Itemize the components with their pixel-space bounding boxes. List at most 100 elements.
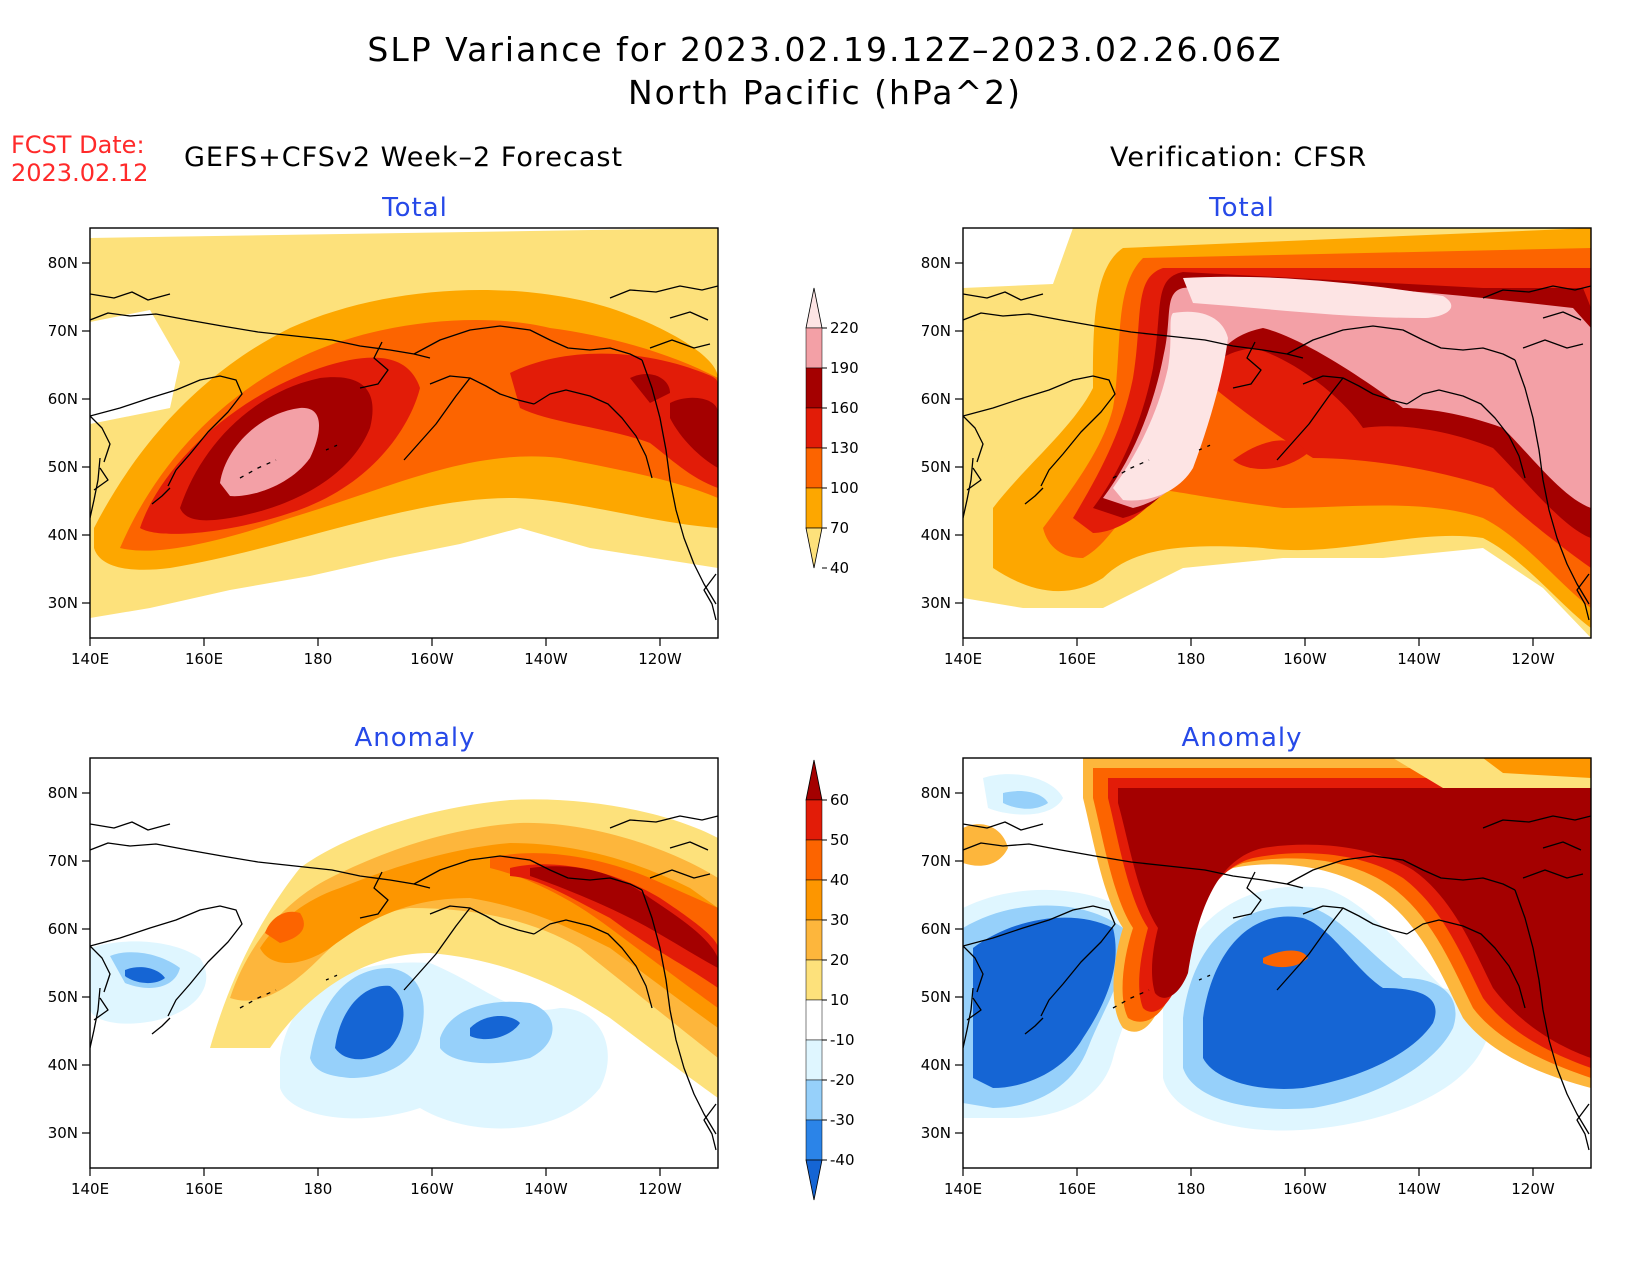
colorbar-swatch bbox=[805, 487, 823, 529]
lat-label: 50N bbox=[48, 988, 78, 1006]
colorbar-label: 130 bbox=[830, 439, 859, 457]
lon-label: 120W bbox=[638, 1180, 682, 1198]
lon-label: 180 bbox=[304, 1180, 333, 1198]
lat-label: 50N bbox=[921, 988, 951, 1006]
colorbar-swatch bbox=[805, 287, 823, 329]
colorbar-label: 100 bbox=[830, 479, 859, 497]
lon-label: 140W bbox=[524, 1180, 568, 1198]
lat-label: 70N bbox=[921, 852, 951, 870]
colorbar-label: -40 bbox=[830, 1151, 855, 1169]
lat-label: 70N bbox=[48, 852, 78, 870]
lon-label: 160W bbox=[1283, 650, 1327, 668]
colorbar-anomaly: -40 -30 -20 -10 10 20 30 40 50 60 bbox=[805, 759, 855, 1201]
lat-label: 80N bbox=[921, 784, 951, 802]
lon-label: 180 bbox=[1177, 650, 1206, 668]
main-title: SLP Variance for 2023.02.19.12Z–2023.02.… bbox=[367, 30, 1283, 69]
colorbar-label: 20 bbox=[830, 951, 849, 969]
colorbar-label: 60 bbox=[830, 791, 849, 809]
lon-label: 140W bbox=[1397, 650, 1441, 668]
lon-label: 140W bbox=[524, 650, 568, 668]
lon-label: 120W bbox=[1511, 1180, 1555, 1198]
map-panel-verif-total bbox=[962, 227, 1592, 639]
colorbar-label: -10 bbox=[830, 1031, 855, 1049]
colorbar-label: 10 bbox=[830, 991, 849, 1009]
lat-label: 30N bbox=[921, 1124, 951, 1142]
colorbar-label: 40 bbox=[830, 871, 849, 889]
lat-label: 30N bbox=[48, 1124, 78, 1142]
lat-label: 60N bbox=[48, 390, 78, 408]
map-panel-fcst-anomaly bbox=[89, 757, 719, 1169]
lon-label: 140E bbox=[71, 650, 109, 668]
colorbar-label: 160 bbox=[830, 399, 859, 417]
colorbar-swatch bbox=[805, 447, 823, 489]
lon-label: 160E bbox=[185, 1180, 223, 1198]
colorbar-total: 40 70 100 130 160 190 220 bbox=[805, 287, 859, 577]
map-panel-fcst-total bbox=[89, 227, 719, 639]
colorbar-swatch bbox=[805, 879, 823, 921]
colorbar-swatch bbox=[805, 959, 823, 1001]
colorbar-swatch bbox=[805, 527, 823, 569]
lat-label: 30N bbox=[921, 594, 951, 612]
colorbar-swatch bbox=[805, 1079, 823, 1121]
lat-label: 40N bbox=[48, 1056, 78, 1074]
panel-title-verif-anomaly: Anomaly bbox=[1181, 723, 1303, 753]
lat-label: 40N bbox=[921, 1056, 951, 1074]
map-panel-verif-anomaly bbox=[962, 757, 1592, 1169]
fcst-date-label: FCST Date: bbox=[11, 131, 145, 159]
map-axes: 140E 160E 180 160W 140W 120W 80N 70N 60N 50N 40N 30… bbox=[48, 254, 1555, 1198]
colorbar-swatch bbox=[805, 799, 823, 841]
lat-label: 60N bbox=[48, 920, 78, 938]
colorbar-swatch bbox=[805, 367, 823, 409]
colorbar-swatch bbox=[805, 1039, 823, 1081]
colorbar-swatch bbox=[805, 759, 823, 801]
colorbar-label: -20 bbox=[830, 1071, 855, 1089]
lon-label: 160E bbox=[1058, 650, 1096, 668]
colorbar-label: 50 bbox=[830, 831, 849, 849]
lon-label: 120W bbox=[1511, 650, 1555, 668]
lat-label: 60N bbox=[921, 390, 951, 408]
colorbar-label: 220 bbox=[830, 319, 859, 337]
verification-heading: Verification: CFSR bbox=[1110, 142, 1368, 173]
colorbar-swatch bbox=[805, 1159, 823, 1201]
lat-label: 80N bbox=[921, 254, 951, 272]
colorbar-label: 30 bbox=[830, 911, 849, 929]
lon-label: 140E bbox=[944, 650, 982, 668]
colorbar-label: 40 bbox=[830, 559, 849, 577]
colorbar-swatch bbox=[805, 919, 823, 961]
panel-title-fcst-anomaly: Anomaly bbox=[354, 723, 476, 753]
panel-title-verif-total: Total bbox=[1209, 193, 1275, 223]
colorbar-label: 190 bbox=[830, 359, 859, 377]
lat-label: 70N bbox=[48, 322, 78, 340]
colorbar-swatch bbox=[805, 999, 823, 1041]
lon-label: 140W bbox=[1397, 1180, 1441, 1198]
lon-label: 160E bbox=[185, 650, 223, 668]
lat-label: 40N bbox=[48, 526, 78, 544]
lon-label: 180 bbox=[1177, 1180, 1206, 1198]
lat-label: 30N bbox=[48, 594, 78, 612]
lon-label: 160E bbox=[1058, 1180, 1096, 1198]
forecast-heading: GEFS+CFSv2 Week–2 Forecast bbox=[184, 142, 624, 173]
lon-label: 120W bbox=[638, 650, 682, 668]
colorbar-swatch bbox=[805, 327, 823, 369]
colorbar-label: 70 bbox=[830, 519, 849, 537]
colorbar-swatch bbox=[805, 1119, 823, 1161]
colorbar-label: -30 bbox=[830, 1111, 855, 1129]
colorbar-swatch bbox=[805, 407, 823, 449]
lat-label: 80N bbox=[48, 784, 78, 802]
fcst-date-value: 2023.02.12 bbox=[11, 159, 149, 187]
lon-label: 160W bbox=[410, 650, 454, 668]
lon-label: 160W bbox=[1283, 1180, 1327, 1198]
lat-label: 40N bbox=[921, 526, 951, 544]
panel-title-fcst-total: Total bbox=[382, 193, 448, 223]
lon-label: 180 bbox=[304, 650, 333, 668]
main-subtitle: North Pacific (hPa^2) bbox=[627, 73, 1023, 112]
lon-label: 160W bbox=[410, 1180, 454, 1198]
lat-label: 50N bbox=[921, 458, 951, 476]
lon-label: 140E bbox=[944, 1180, 982, 1198]
lat-label: 80N bbox=[48, 254, 78, 272]
colorbar-swatch bbox=[805, 839, 823, 881]
lon-label: 140E bbox=[71, 1180, 109, 1198]
lat-label: 60N bbox=[921, 920, 951, 938]
lat-label: 50N bbox=[48, 458, 78, 476]
